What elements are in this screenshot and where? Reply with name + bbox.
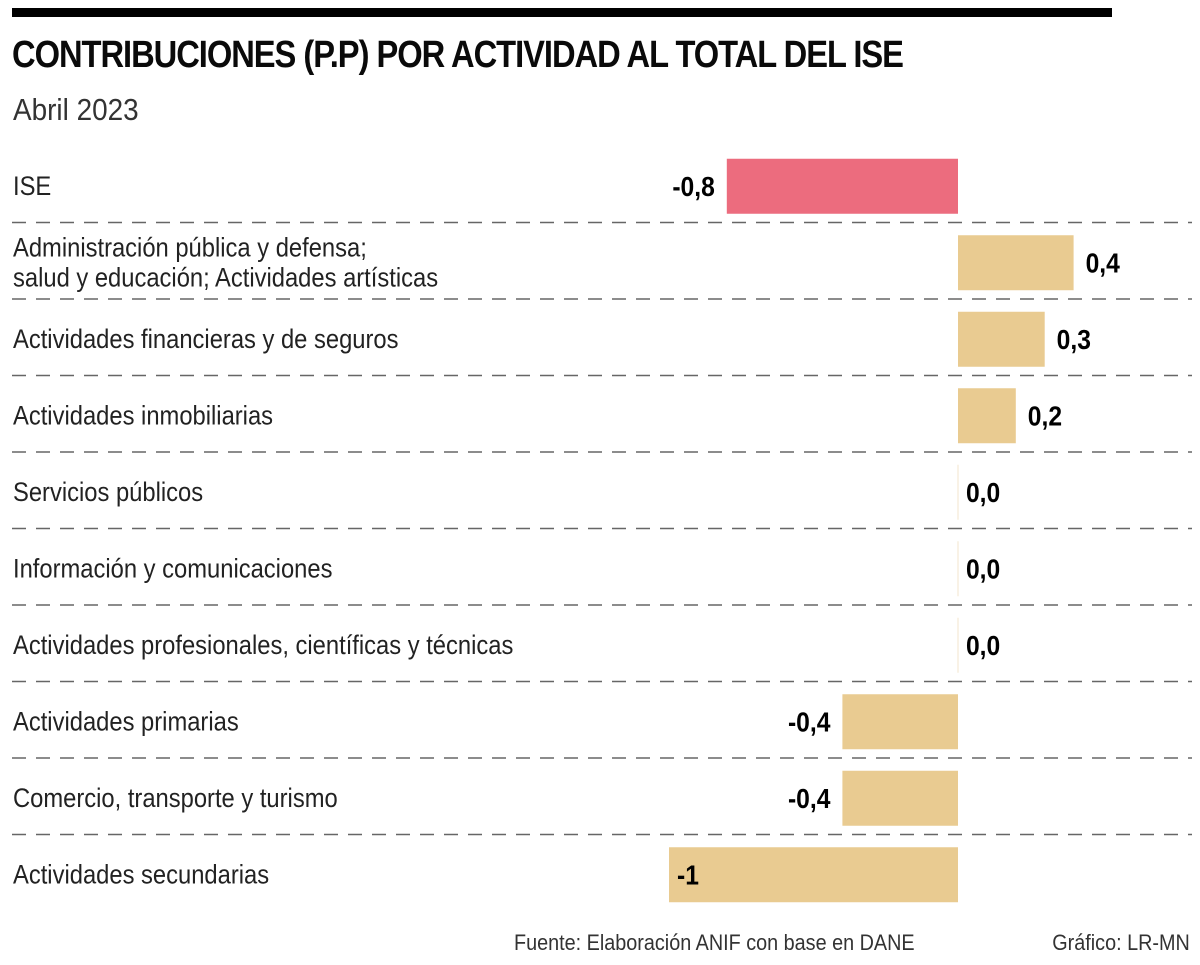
- bar: [726, 158, 958, 214]
- category-label: Información y comunicaciones: [13, 554, 332, 584]
- category-label-line: Actividades profesionales, científicas y…: [13, 631, 513, 661]
- value-label: -1: [677, 859, 699, 891]
- value-label: 0,0: [966, 630, 1000, 662]
- category-label-line: Actividades primarias: [13, 707, 239, 737]
- value-label: 0,0: [966, 477, 1000, 509]
- category-label: Actividades secundarias: [13, 860, 269, 890]
- value-label: 0,0: [966, 553, 1000, 585]
- bar: [842, 694, 958, 750]
- category-label-line: Comercio, transporte y turismo: [13, 784, 338, 814]
- category-label: Servicios públicos: [13, 478, 203, 508]
- value-label: -0,8: [672, 171, 714, 203]
- category-label: Actividades primarias: [13, 707, 239, 737]
- category-label-line: Actividades financieras y de seguros: [13, 325, 399, 355]
- source-note: Fuente: Elaboración ANIF con base en DAN…: [514, 930, 915, 955]
- category-label-line: Actividades secundarias: [13, 860, 269, 890]
- category-label-line: Actividades inmobiliarias: [13, 401, 273, 431]
- category-label: Actividades financieras y de seguros: [13, 325, 399, 355]
- category-label-line: Servicios públicos: [13, 478, 203, 508]
- category-label-line: salud y educación; Actividades artística…: [13, 263, 438, 293]
- category-label: Actividades profesionales, científicas y…: [13, 631, 513, 661]
- bar: [842, 770, 958, 826]
- bar: [669, 847, 958, 903]
- value-label: 0,2: [1028, 400, 1062, 432]
- category-label: Actividades inmobiliarias: [13, 401, 273, 431]
- value-label: -0,4: [788, 783, 831, 815]
- value-label: 0,4: [1086, 247, 1121, 279]
- bar: [958, 235, 1074, 291]
- chart-title: CONTRIBUCIONES (P.P) POR ACTIVIDAD AL TO…: [12, 34, 904, 76]
- category-label: Administración pública y defensa; salud y…: [13, 233, 438, 293]
- graphic-credit: Gráfico: LR-MN: [1052, 930, 1190, 955]
- category-label-line: ISE: [13, 172, 51, 202]
- top-rule: [12, 8, 1112, 17]
- category-label: Comercio, transporte y turismo: [13, 784, 338, 814]
- bar: [958, 388, 1016, 444]
- bar: [958, 311, 1045, 367]
- chart-subtitle: Abril 2023: [13, 92, 139, 127]
- category-label: ISE: [13, 172, 51, 202]
- value-label: -0,4: [788, 706, 831, 738]
- category-label-line: Administración pública y defensa;: [13, 233, 367, 263]
- value-label: 0,3: [1057, 324, 1091, 356]
- category-label-line: Información y comunicaciones: [13, 554, 332, 584]
